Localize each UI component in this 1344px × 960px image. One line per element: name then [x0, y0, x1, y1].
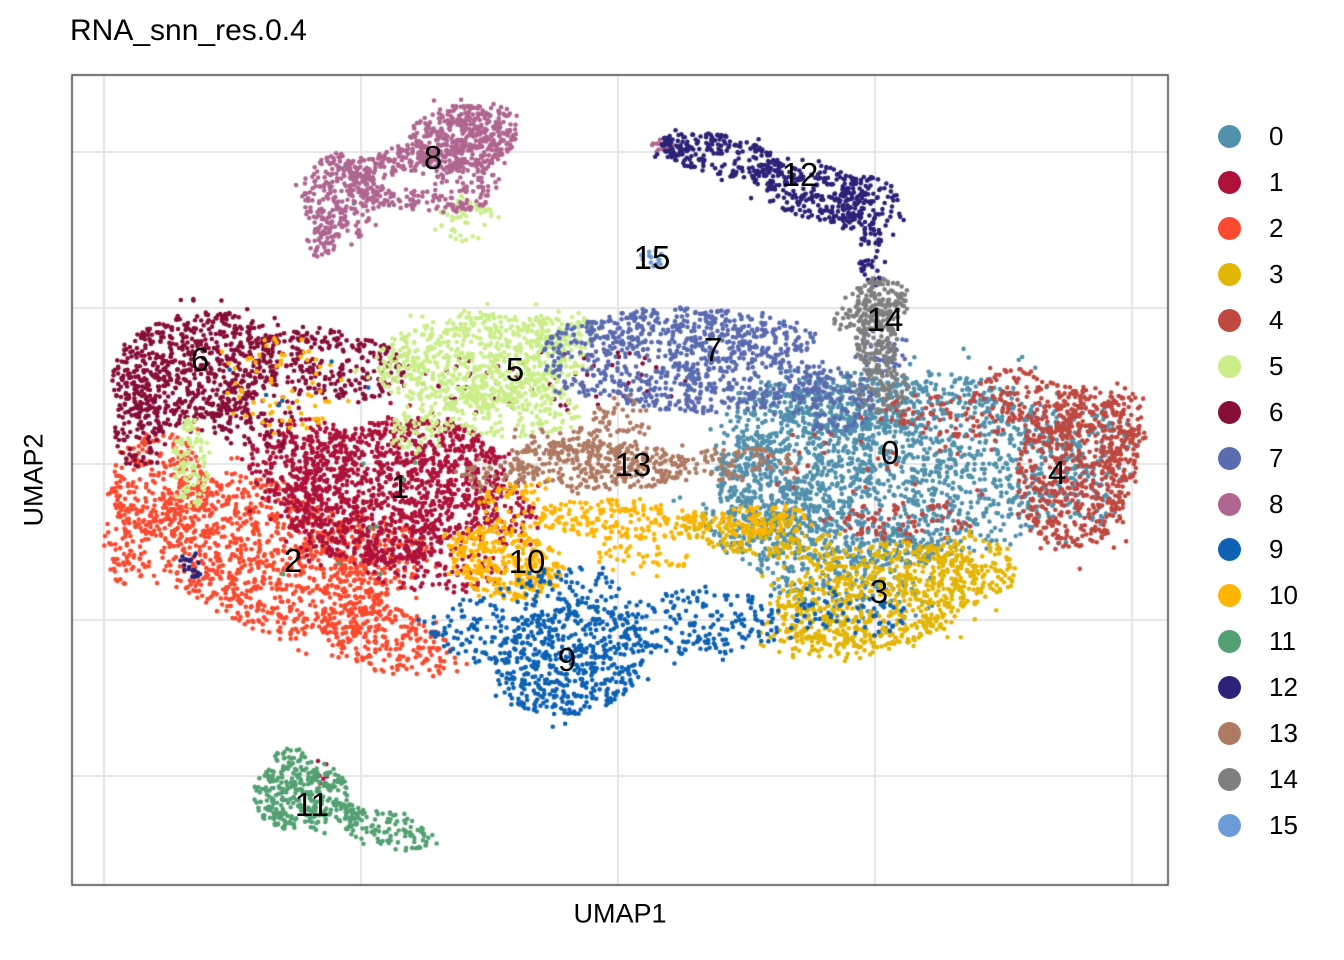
legend-label-4: 4 — [1269, 305, 1284, 335]
legend-dot-11 — [1218, 630, 1241, 654]
legend-label-9: 9 — [1269, 534, 1284, 565]
legend-item-7: 7 — [1218, 435, 1298, 481]
legend-label-0: 0 — [1269, 121, 1284, 152]
legend-label-3: 3 — [1269, 259, 1284, 290]
legend-item-12: 12 — [1218, 665, 1298, 711]
legend-item-11: 11 — [1218, 619, 1298, 665]
cluster-legend: 0 1 2 3 4 5 6 7 8 9 10 11 12 13 14 15 — [1218, 114, 1298, 848]
legend-dot-9 — [1218, 538, 1241, 562]
legend-dot-10 — [1218, 584, 1241, 608]
legend-dot-4 — [1218, 309, 1241, 332]
legend-item-14: 14 — [1218, 756, 1298, 802]
legend-dot-7 — [1218, 446, 1241, 470]
legend-dot-2 — [1218, 217, 1241, 241]
legend-dot-12 — [1218, 676, 1241, 700]
legend-label-8: 8 — [1269, 488, 1284, 519]
legend-dot-0 — [1218, 125, 1241, 149]
legend-dot-14 — [1218, 767, 1241, 791]
y-axis-label: UMAP2 — [18, 433, 49, 527]
legend-dot-5 — [1218, 354, 1241, 378]
legend-item-6: 6 — [1218, 389, 1298, 435]
legend-label-5: 5 — [1269, 350, 1284, 381]
legend-item-15: 15 — [1218, 802, 1298, 848]
legend-dot-13 — [1218, 722, 1241, 746]
legend-label-12: 12 — [1269, 672, 1298, 703]
legend-label-2: 2 — [1269, 213, 1284, 244]
legend-dot-3 — [1218, 263, 1241, 287]
legend-label-15: 15 — [1269, 809, 1298, 840]
legend-item-1: 1 — [1218, 160, 1298, 206]
legend-item-8: 8 — [1218, 481, 1298, 527]
legend-label-7: 7 — [1269, 442, 1284, 473]
legend-label-14: 14 — [1269, 763, 1298, 794]
legend-dot-1 — [1218, 171, 1241, 195]
legend-item-10: 10 — [1218, 573, 1298, 619]
legend-item-9: 9 — [1218, 527, 1298, 573]
x-axis-label: UMAP1 — [573, 898, 667, 929]
legend-dot-6 — [1218, 400, 1241, 424]
legend-label-1: 1 — [1269, 167, 1284, 198]
legend-dot-8 — [1218, 492, 1241, 516]
legend-label-10: 10 — [1269, 580, 1298, 611]
legend-item-0: 0 — [1218, 114, 1298, 160]
legend-item-4: 4 — [1218, 298, 1298, 344]
legend-label-6: 6 — [1269, 396, 1284, 427]
legend-label-11: 11 — [1269, 626, 1296, 657]
legend-item-2: 2 — [1218, 206, 1298, 252]
legend-item-3: 3 — [1218, 252, 1298, 298]
legend-dot-15 — [1218, 813, 1241, 837]
legend-item-13: 13 — [1218, 711, 1298, 757]
legend-label-13: 13 — [1269, 718, 1298, 749]
legend-item-5: 5 — [1218, 343, 1298, 389]
